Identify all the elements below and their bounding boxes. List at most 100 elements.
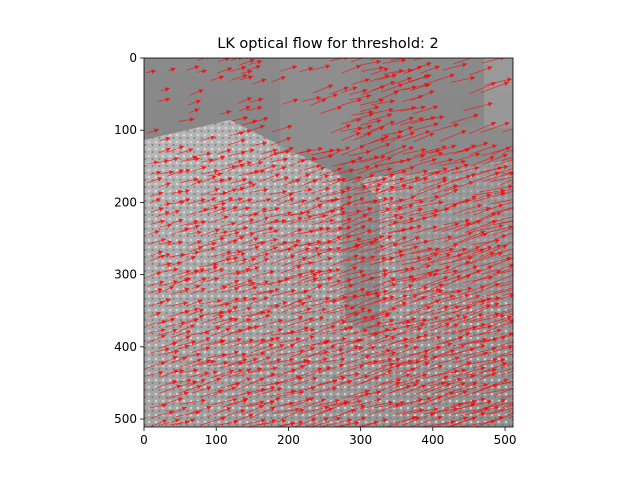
flow-arrow <box>271 136 292 146</box>
flow-arrow <box>360 98 385 106</box>
flow-arrow <box>340 98 363 106</box>
flow-arrow <box>308 386 338 395</box>
flow-arrow <box>352 332 379 344</box>
flow-arrow <box>146 176 163 184</box>
flow-arrow <box>515 335 551 345</box>
flow-arrow <box>147 237 167 245</box>
flow-arrow <box>149 191 164 197</box>
flow-arrow <box>299 66 314 73</box>
flow-arrow <box>432 222 460 233</box>
flow-arrow <box>249 116 269 124</box>
flow-arrow <box>187 197 206 205</box>
flow-arrow <box>251 226 274 234</box>
flow-arrow <box>479 244 508 258</box>
flow-arrow <box>464 219 497 234</box>
flow-arrow <box>352 321 382 334</box>
flow-arrow <box>441 221 472 232</box>
flow-arrow <box>361 65 384 72</box>
flow-arrow <box>338 237 362 245</box>
flow-arrow <box>237 367 263 377</box>
flow-arrow <box>378 73 397 81</box>
flow-arrow <box>167 209 181 215</box>
flow-arrows <box>145 58 551 427</box>
flow-arrow <box>493 287 513 293</box>
flow-arrow <box>401 361 430 375</box>
flow-arrow <box>398 355 429 366</box>
flow-arrow <box>216 419 239 426</box>
flow-arrow <box>409 364 444 378</box>
flow-arrow <box>170 218 184 225</box>
flow-arrow <box>402 147 427 155</box>
flow-arrow <box>148 229 160 235</box>
flow-arrow <box>217 306 239 315</box>
flow-arrow <box>369 350 397 359</box>
flow-arrow <box>492 303 513 309</box>
flow-arrow <box>288 385 316 394</box>
flow-arrow <box>161 267 179 273</box>
flow-arrow <box>185 314 205 323</box>
flow-arrow <box>469 81 497 95</box>
flow-arrow <box>389 203 414 214</box>
flow-arrow <box>453 203 483 215</box>
flow-arrow <box>261 206 280 213</box>
flow-arrow <box>150 410 174 419</box>
flow-arrow <box>489 404 513 415</box>
flow-arrow <box>418 283 444 296</box>
flow-arrow <box>342 291 371 304</box>
flow-arrow <box>481 387 513 395</box>
flow-arrow <box>231 115 249 122</box>
flow-arrow <box>501 344 513 348</box>
flow-arrow <box>257 237 278 244</box>
flow-arrow <box>175 324 196 334</box>
flow-arrow <box>349 240 375 253</box>
flow-arrow <box>348 228 373 238</box>
flow-arrow <box>167 145 185 153</box>
flow-arrow <box>451 166 480 175</box>
flow-arrow <box>439 129 467 142</box>
flow-arrow <box>217 58 231 62</box>
flow-arrow <box>489 176 513 182</box>
flow-arrow <box>421 265 451 277</box>
flow-arrow <box>180 255 196 264</box>
flow-arrow <box>148 328 166 334</box>
flow-arrow <box>188 240 202 247</box>
flow-arrow <box>481 407 513 416</box>
flow-arrow <box>403 272 433 284</box>
flow-arrow <box>281 256 307 267</box>
flow-arrow <box>300 284 323 294</box>
flow-arrow <box>470 156 495 167</box>
flow-arrow <box>421 167 448 176</box>
flow-arrow <box>490 267 513 278</box>
flow-arrow <box>280 315 304 324</box>
flow-arrow <box>180 155 198 163</box>
flow-arrow <box>432 184 459 195</box>
flow-arrow <box>147 280 165 287</box>
flow-arrow <box>227 352 247 359</box>
flow-arrow <box>281 408 305 420</box>
flow-arrow <box>248 296 269 305</box>
flow-arrow <box>250 124 265 132</box>
flow-arrow <box>208 285 228 293</box>
flow-arrow <box>329 58 348 62</box>
flow-arrow <box>473 203 504 216</box>
chart-title: LK optical flow for threshold: 2 <box>217 36 439 52</box>
flow-arrow <box>401 406 439 416</box>
flow-arrow <box>484 77 512 86</box>
flow-arrow <box>259 343 285 354</box>
flow-arrow <box>198 197 217 205</box>
flow-arrow <box>287 359 312 366</box>
flow-arrow <box>248 216 270 225</box>
flow-arrow <box>442 332 471 345</box>
flow-arrow <box>362 289 389 297</box>
flow-arrow <box>464 252 495 266</box>
flow-arrow <box>450 75 476 83</box>
flow-arrow <box>230 338 254 347</box>
flow-arrow <box>502 292 513 296</box>
flow-arrow <box>317 93 339 102</box>
flow-arrow <box>479 315 512 327</box>
flow-arrow <box>412 225 438 234</box>
flow-arrow <box>511 285 513 287</box>
flow-arrow <box>239 105 251 112</box>
flow-arrow <box>252 78 267 85</box>
